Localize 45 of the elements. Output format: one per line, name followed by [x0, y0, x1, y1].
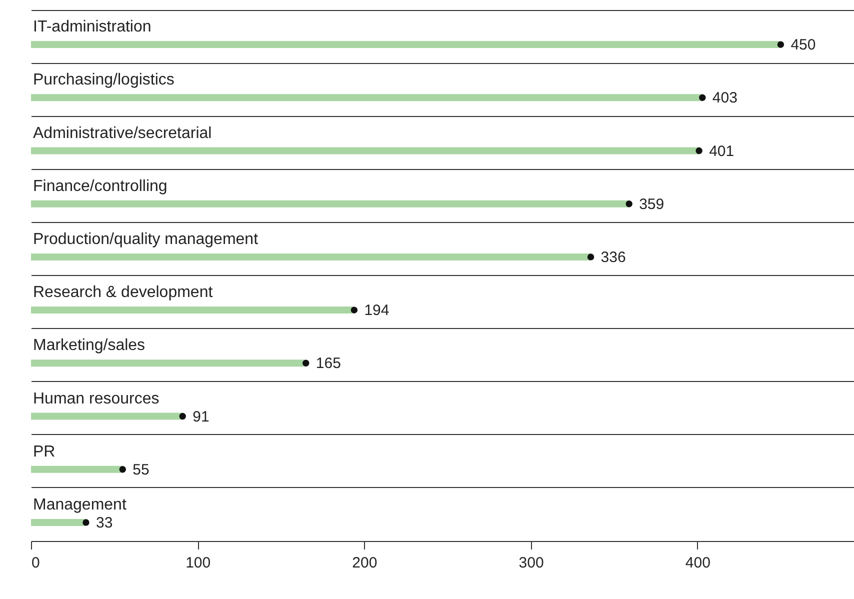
bar	[31, 94, 702, 102]
x-tick-label: 200	[352, 554, 378, 572]
y-tick-label: Administrative/secretarial	[33, 124, 212, 142]
point	[699, 94, 706, 101]
data-label: 403	[712, 90, 738, 107]
y-tick-label: IT-administration	[33, 18, 152, 36]
bar	[31, 518, 86, 526]
data-label: 194	[364, 302, 390, 320]
point	[119, 466, 126, 473]
y-tick-label: Marketing/sales	[33, 337, 146, 354]
point	[82, 519, 90, 526]
y-tick-label: Production/quality management	[33, 230, 259, 248]
x-tick-label: 400	[685, 554, 710, 572]
point	[626, 200, 632, 208]
data-label: 165	[316, 355, 341, 372]
point	[777, 41, 784, 48]
point	[696, 147, 702, 154]
data-label: 359	[639, 196, 664, 213]
bar	[31, 306, 354, 314]
y-tick-label: Finance/controlling	[33, 178, 168, 195]
bar	[31, 412, 183, 420]
y-tick-label: PR	[33, 443, 56, 460]
x-tick-label: 100	[186, 554, 211, 572]
bar	[31, 466, 123, 473]
point	[302, 360, 310, 366]
point	[350, 306, 358, 314]
data-label: 55	[132, 461, 150, 478]
point	[179, 412, 186, 420]
data-label: 91	[192, 408, 210, 426]
data-label: 336	[600, 248, 626, 266]
y-tick-label: Management	[33, 496, 127, 514]
bar	[31, 41, 781, 48]
point	[587, 254, 594, 260]
data-label: 33	[96, 514, 113, 532]
x-tick-label: 0	[32, 554, 40, 572]
data-label: 401	[709, 142, 734, 160]
data-label: 450	[790, 36, 816, 54]
bar	[31, 360, 306, 367]
y-tick-label: Research & development	[33, 284, 214, 302]
y-tick-label: Human resources	[33, 390, 160, 408]
x-tick-label: 300	[518, 554, 544, 572]
y-tick-label: Purchasing/logistics	[33, 72, 174, 89]
bar	[31, 200, 630, 208]
bar	[31, 147, 700, 154]
bar	[31, 253, 591, 260]
